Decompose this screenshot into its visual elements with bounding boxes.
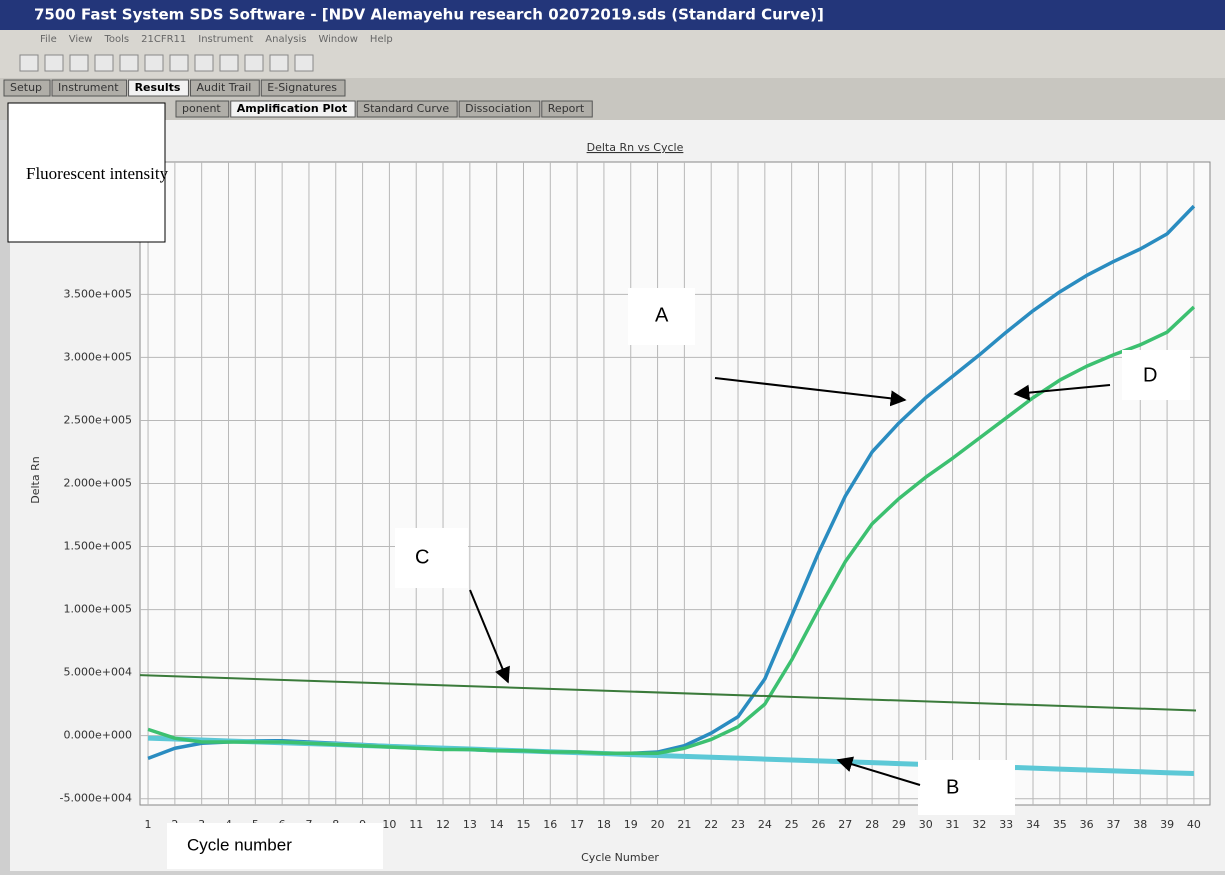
toolbar-icon — [270, 55, 288, 71]
y-axis-label: Delta Rn — [29, 456, 42, 503]
y-tick-label: 5.000e+004 — [64, 666, 132, 679]
chart-title: Delta Rn vs Cycle — [587, 141, 684, 154]
y-note: Fluorescent intensity — [26, 164, 169, 183]
y-tick-label: -5.000e+004 — [60, 792, 132, 805]
x-tick-label: 13 — [463, 818, 477, 831]
x-tick-label: 17 — [570, 818, 584, 831]
x-tick-label: 23 — [731, 818, 745, 831]
x-tick-label: 18 — [597, 818, 611, 831]
tab-label: Standard Curve — [363, 102, 449, 115]
toolbar-icon — [95, 55, 113, 71]
y-tick-label: 0.000e+000 — [64, 729, 132, 742]
toolbar-icon — [120, 55, 138, 71]
x-axis-label: Cycle Number — [581, 851, 659, 864]
x-tick-label: 21 — [677, 818, 691, 831]
menu-item: Analysis — [265, 34, 306, 45]
y-tick-label: 1.500e+005 — [64, 540, 132, 553]
page: 7500 Fast System SDS Software - [NDV Ale… — [0, 0, 1225, 871]
menu-item: Tools — [103, 34, 129, 45]
x-tick-label: 16 — [543, 818, 557, 831]
x-tick-label: 34 — [1026, 818, 1040, 831]
menu-item: View — [69, 34, 93, 45]
screen: 7500 Fast System SDS Software - [NDV Ale… — [0, 0, 1225, 871]
annotation: D — [1143, 364, 1157, 386]
x-tick-label: 1 — [145, 818, 152, 831]
annotation-box — [918, 760, 1015, 815]
x-tick-label: 38 — [1133, 818, 1147, 831]
y-tick-label: 2.000e+005 — [64, 477, 132, 490]
x-tick-label: 39 — [1160, 818, 1174, 831]
tab-label: Instrument — [58, 81, 119, 94]
menu-item: Window — [318, 34, 357, 45]
tab-label: Setup — [10, 81, 42, 94]
x-tick-label: 40 — [1187, 818, 1201, 831]
x-tick-label: 10 — [382, 818, 396, 831]
toolbar-icon — [70, 55, 88, 71]
x-tick-label: 22 — [704, 818, 718, 831]
tab-label: Results — [135, 81, 181, 94]
menu-item: 21CFR11 — [141, 34, 186, 45]
x-tick-label: 36 — [1080, 818, 1094, 831]
x-tick-label: 12 — [436, 818, 450, 831]
window-title: 7500 Fast System SDS Software - [NDV Ale… — [34, 6, 824, 24]
annotation: C — [415, 546, 429, 568]
menu-item: Instrument — [198, 34, 253, 45]
toolbar-icon — [245, 55, 263, 71]
x-tick-label: 35 — [1053, 818, 1067, 831]
annotation-box — [395, 528, 468, 588]
annotation: B — [946, 776, 959, 798]
y-tick-label: 2.500e+005 — [64, 413, 132, 426]
menu-item: Help — [370, 34, 393, 45]
x-tick-label: 32 — [972, 818, 986, 831]
toolbar-icon — [45, 55, 63, 71]
x-tick-label: 15 — [516, 818, 530, 831]
toolbar-icon — [295, 55, 313, 71]
x-tick-label: 29 — [892, 818, 906, 831]
tab-label: Amplification Plot — [237, 102, 347, 115]
x-tick-label: 37 — [1106, 818, 1120, 831]
x-tick-label: 24 — [758, 818, 772, 831]
x-tick-label: 31 — [946, 818, 960, 831]
x-tick-label: 26 — [811, 818, 825, 831]
x-tick-label: 14 — [490, 818, 504, 831]
x-tick-label: 27 — [838, 818, 852, 831]
y-tick-label: 1.000e+005 — [64, 603, 132, 616]
x-tick-label: 19 — [624, 818, 638, 831]
tab-label: Dissociation — [465, 102, 532, 115]
y-tick-label: 3.000e+005 — [64, 350, 132, 363]
x-tick-label: 33 — [999, 818, 1013, 831]
tab-label: Audit Trail — [196, 81, 251, 94]
tab-label: E-Signatures — [267, 81, 337, 94]
menu-item: File — [40, 34, 57, 45]
x-tick-label: 20 — [651, 818, 665, 831]
tab-label: Report — [548, 102, 585, 115]
toolbar-icon — [145, 55, 163, 71]
annotation: A — [655, 304, 669, 326]
x-tick-label: 30 — [919, 818, 933, 831]
x-tick-label: 28 — [865, 818, 879, 831]
x-tick-label: 11 — [409, 818, 423, 831]
y-tick-label: 3.500e+005 — [64, 287, 132, 300]
toolbar-icon — [20, 55, 38, 71]
x-tick-label: 25 — [785, 818, 799, 831]
x-note: Cycle number — [187, 835, 292, 854]
tab-label: ponent — [182, 102, 221, 115]
toolbar-icon — [170, 55, 188, 71]
toolbar-icon — [195, 55, 213, 71]
toolbar-icon — [220, 55, 238, 71]
